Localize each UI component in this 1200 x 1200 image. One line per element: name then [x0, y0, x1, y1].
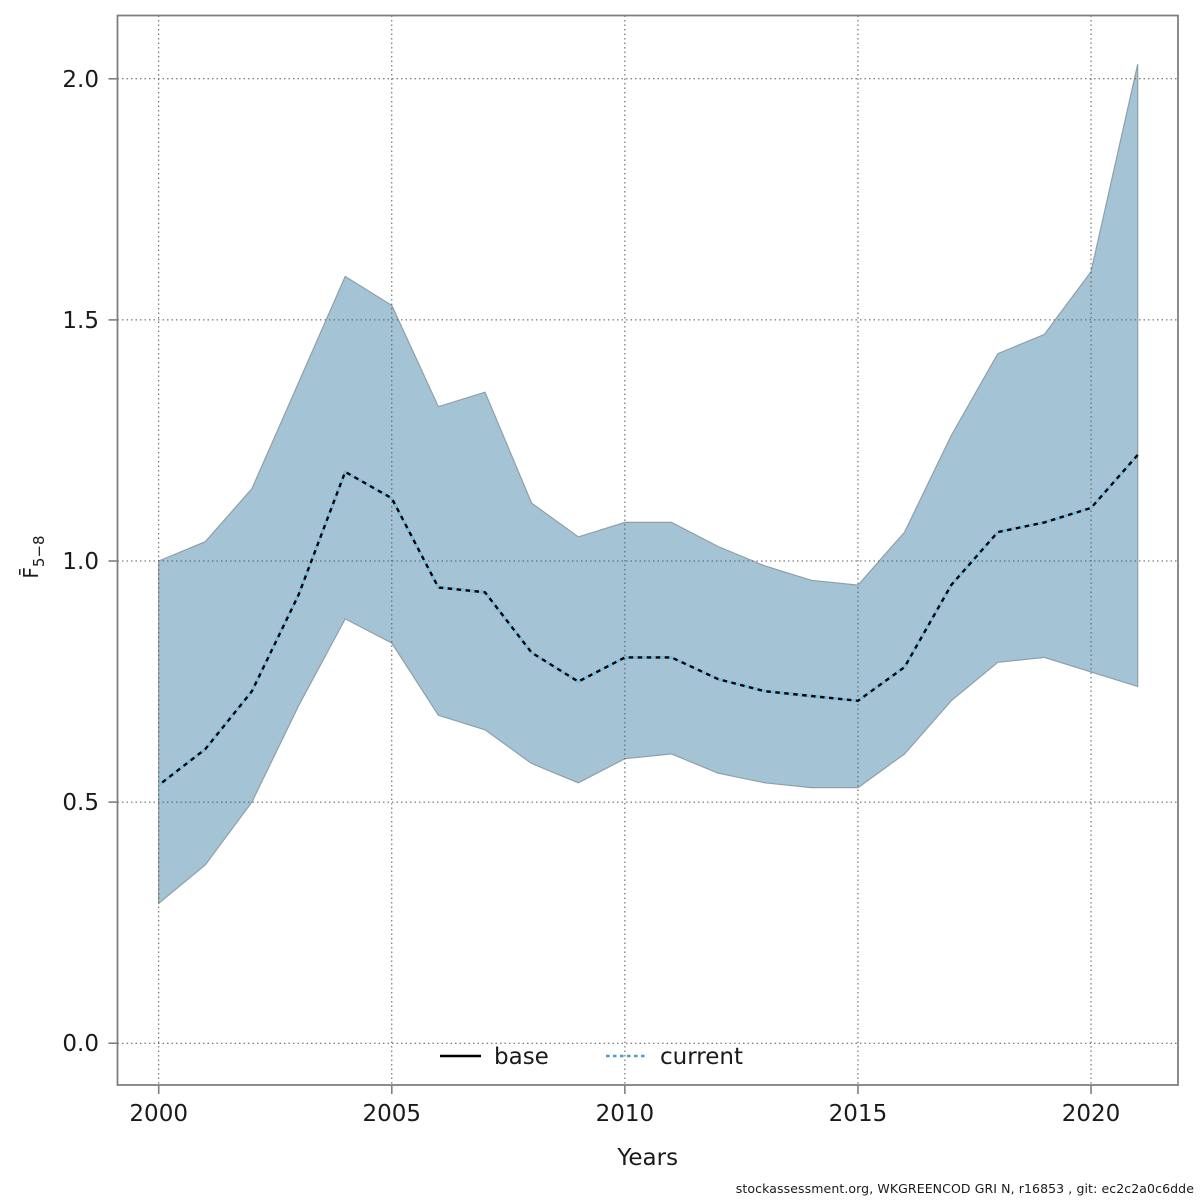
- current-line: [157, 454, 1139, 787]
- x-tick-label-2005: 2005: [363, 1101, 422, 1127]
- x-tick-label-2010: 2010: [596, 1101, 655, 1127]
- legend-base-label: base: [494, 1044, 549, 1070]
- x-tick-label-2000: 2000: [129, 1101, 188, 1127]
- y-tick-label-1.5: 1.5: [62, 308, 99, 334]
- x-tick-label-2020: 2020: [1062, 1101, 1121, 1127]
- plot-frame: [116, 14, 1179, 1086]
- y-tick-label-2.0: 2.0: [62, 67, 99, 93]
- footer-note: stockassessment.org, WKGREENCOD GRI N, r…: [735, 1181, 1194, 1196]
- y-tick-label-0.5: 0.5: [62, 790, 99, 816]
- y-tick-label-1.0: 1.0: [62, 549, 99, 575]
- y-axis-title: F̄5−8: [18, 535, 48, 578]
- confidence-band: [158, 64, 1139, 905]
- x-axis-title: Years: [616, 1145, 678, 1171]
- x-tick-label-2015: 2015: [829, 1101, 888, 1127]
- legend-current-label: current: [660, 1044, 743, 1070]
- y-tick-label-0.0: 0.0: [62, 1031, 99, 1057]
